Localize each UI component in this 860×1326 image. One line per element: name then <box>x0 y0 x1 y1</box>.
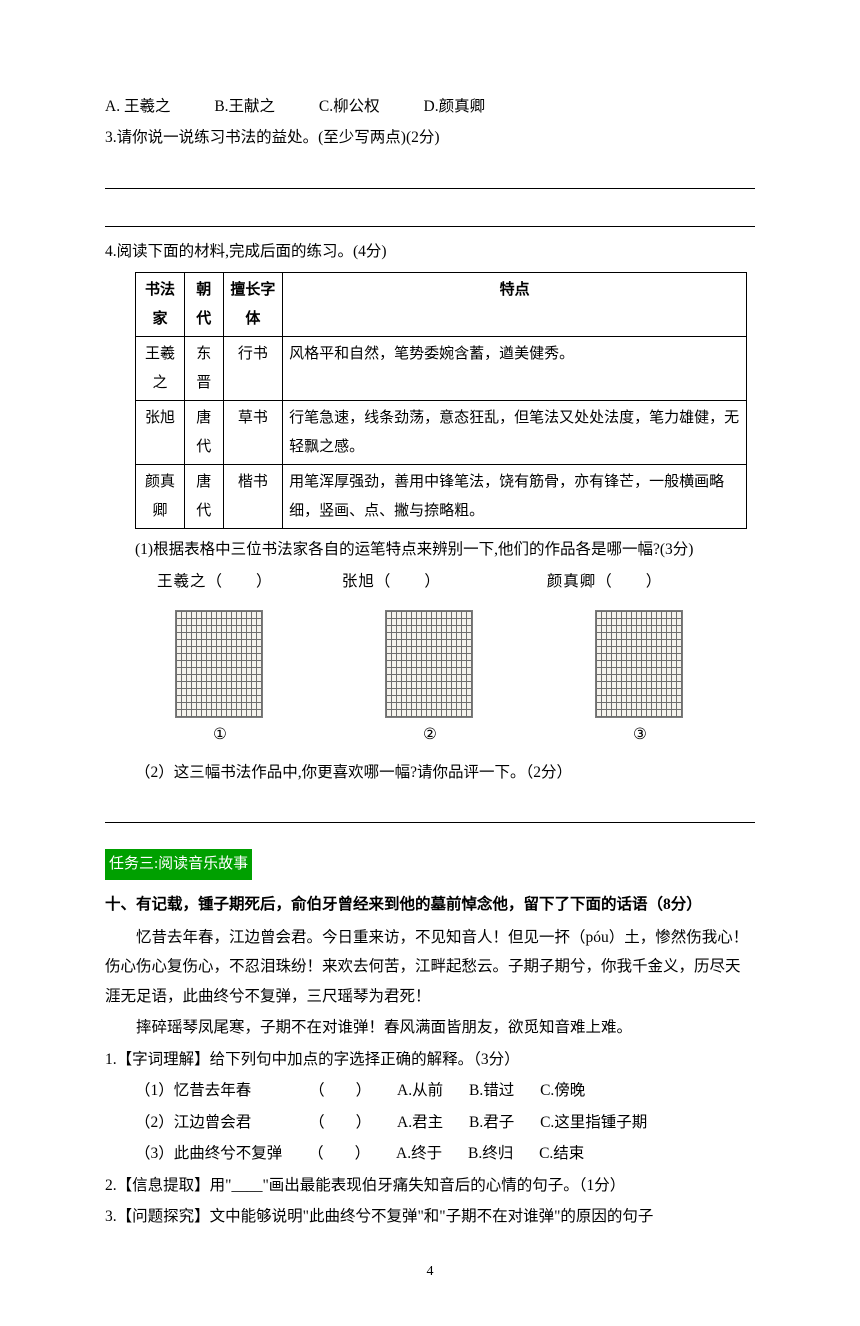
th-style: 擅长字体 <box>223 273 283 337</box>
table-row: 王羲之 东晋 行书 风格平和自然，笔势委婉含蓄，遒美健秀。 <box>136 337 747 401</box>
page-container: A. 王羲之 B.王献之 C.柳公权 D.颜真卿 3.请你说一说练习书法的益处。… <box>0 0 860 1326</box>
passage-p2: 摔碎瑶琴凤尾寒，子期不在对谁弹！春风满面皆朋友，欲觅知音难上难。 <box>105 1013 755 1042</box>
opt-c: C.结束 <box>539 1139 584 1168</box>
image-label-1: ① <box>175 720 265 749</box>
sub-q1-item-2: （2）江边曾会君 （ ） A.君主 B.君子 C.这里指锺子期 <box>105 1108 755 1137</box>
mc-options: A. 王羲之 B.王献之 C.柳公权 D.颜真卿 <box>105 92 755 121</box>
table-row: 颜真卿 唐代 楷书 用笔浑厚强劲，善用中锋笔法，饶有筋骨，亦有锋芒，一般横画略细… <box>136 465 747 529</box>
sub-q1-item-3: （3）此曲终兮不复弹 （ ） A.终于 B.终归 C.结束 <box>105 1139 755 1168</box>
option-a: A. 王羲之 <box>105 92 170 121</box>
table-row: 张旭 唐代 草书 行笔急速，线条劲荡，意态狂乱，但笔法又处处法度，笔力雄健，无轻… <box>136 401 747 465</box>
option-b: B.王献之 <box>214 92 275 121</box>
thumb-3 <box>595 610 683 718</box>
question-4-1-blanks: 王羲之（ ） 张旭（ ） 颜真卿（ ） <box>105 567 755 596</box>
sub-q1-item-1: （1）忆昔去年春 （ ） A.从前 B.错过 C.傍晚 <box>105 1076 755 1105</box>
option-c: C.柳公权 <box>319 92 380 121</box>
th-feature: 特点 <box>283 273 747 337</box>
question-4-1: (1)根据表格中三位书法家各自的运笔特点来辨别一下,他们的作品各是哪一幅?(3分… <box>105 535 755 564</box>
blank-zhang: 张旭（ ） <box>342 567 542 596</box>
opt-b: B.君子 <box>469 1108 514 1137</box>
item-text: （2）江边曾会君 <box>135 1114 251 1131</box>
opt-c: C.这里指锺子期 <box>540 1108 647 1137</box>
opt-b: B.错过 <box>469 1076 514 1105</box>
thumb-2 <box>385 610 473 718</box>
opt-b: B.终归 <box>468 1139 513 1168</box>
blank-yan: 颜真卿（ ） <box>547 567 663 596</box>
th-name: 书法家 <box>136 273 185 337</box>
item-text: （3）此曲终兮不复弹 <box>135 1145 282 1162</box>
calligraphers-table: 书法家 朝代 擅长字体 特点 王羲之 东晋 行书 风格平和自然，笔势委婉含蓄，遒… <box>135 272 747 529</box>
calligraphy-images: ① ② ③ <box>115 610 745 749</box>
page-number: 4 <box>105 1259 755 1286</box>
th-dynasty: 朝代 <box>185 273 224 337</box>
answer-line <box>105 161 755 189</box>
section-10-title: 十、有记载，锺子期死后，俞伯牙曾经来到他的墓前悼念他，留下了下面的话语（8分） <box>105 890 755 919</box>
blank-wang: 王羲之（ ） <box>157 567 337 596</box>
passage-p1: 忆昔去年春，江边曾会君。今日重来访，不见知音人！但见一抔（póu）土，惨然伤我心… <box>105 923 755 1011</box>
question-3: 3.请你说一说练习书法的益处。(至少写两点)(2分) <box>105 123 755 152</box>
calli-image-1: ① <box>175 610 265 749</box>
question-4-stem: 4.阅读下面的材料,完成后面的练习。(4分) <box>105 237 755 266</box>
opt-a: A.君主 <box>397 1108 443 1137</box>
calli-image-2: ② <box>385 610 475 749</box>
answer-line <box>105 199 755 227</box>
opt-a: A.从前 <box>397 1076 443 1105</box>
sub-q1-stem: 1.【字词理解】给下列句中加点的字选择正确的解释。（3分） <box>105 1045 755 1074</box>
opt-a: A.终于 <box>396 1139 442 1168</box>
thumb-1 <box>175 610 263 718</box>
calli-image-3: ③ <box>595 610 685 749</box>
image-label-2: ② <box>385 720 475 749</box>
task-3-badge: 任务三:阅读音乐故事 <box>105 849 252 880</box>
opt-c: C.傍晚 <box>540 1076 585 1105</box>
image-label-3: ③ <box>595 720 685 749</box>
option-d: D.颜真卿 <box>424 92 486 121</box>
sub-q3: 3.【问题探究】文中能够说明"此曲终兮不复弹"和"子期不在对谁弹"的原因的句子 <box>105 1202 755 1231</box>
item-text: （1）忆昔去年春 <box>135 1082 251 1099</box>
answer-line <box>105 795 755 823</box>
question-4-2: （2）这三幅书法作品中,你更喜欢哪一幅?请你品评一下。（2分） <box>105 758 755 787</box>
sub-q2: 2.【信息提取】用"____"画出最能表现伯牙痛失知音后的心情的句子。（1分） <box>105 1171 755 1200</box>
